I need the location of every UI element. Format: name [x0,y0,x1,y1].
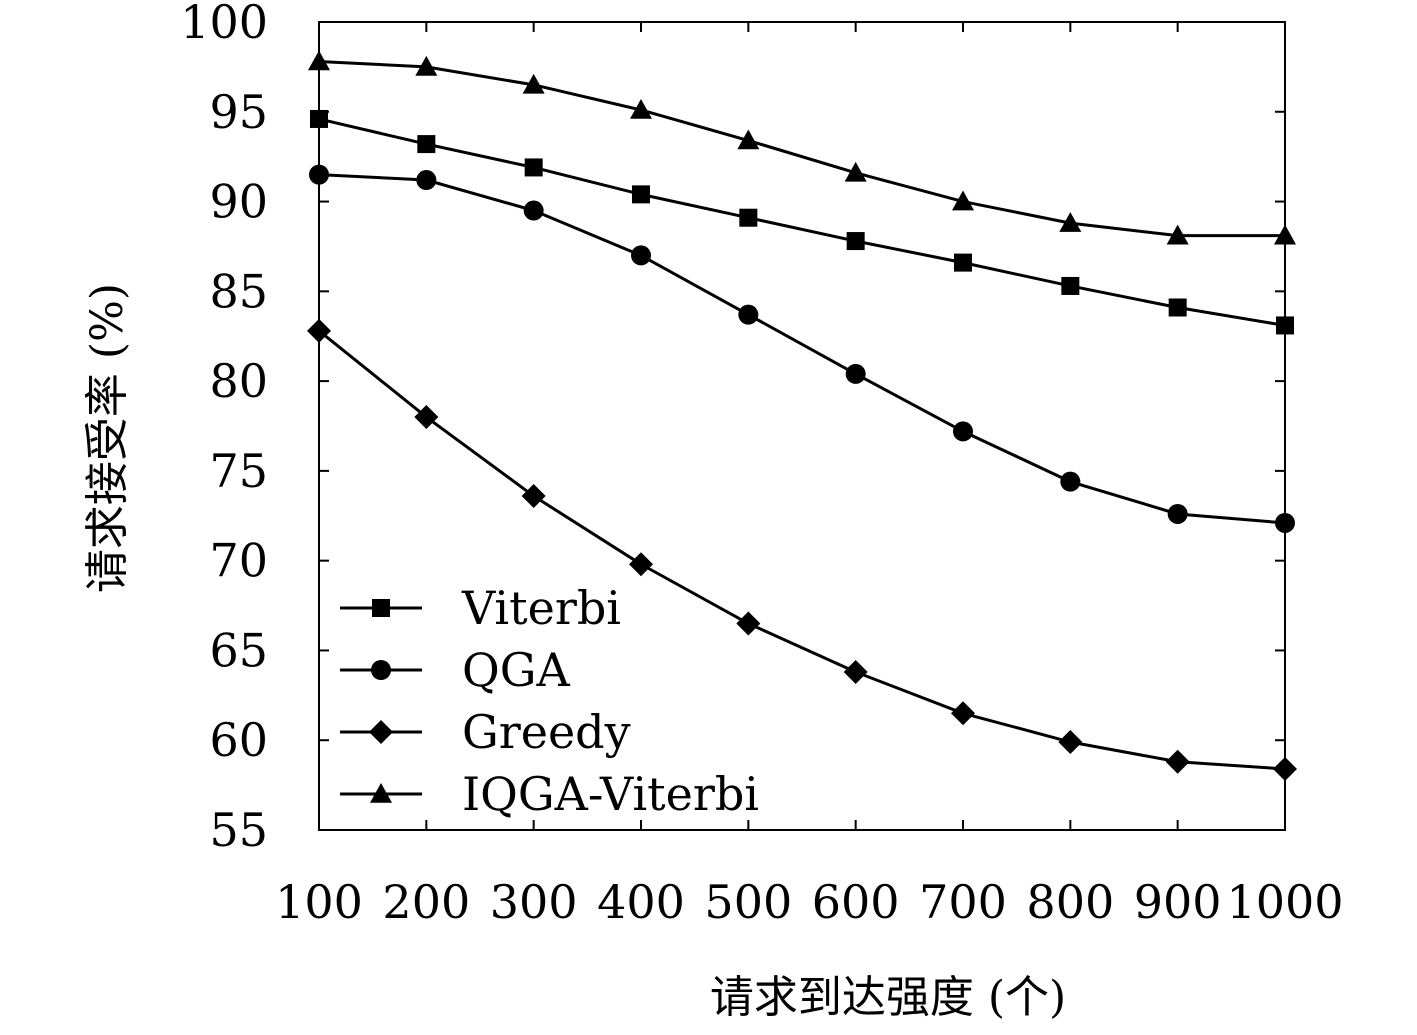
data-point-qga [416,170,437,191]
y-axis-label: 请求接受率 (%) [82,283,133,593]
y-tick-label: 70 [209,534,268,588]
data-point-iqga-viterbi [415,55,438,76]
y-tick-label: 65 [209,623,268,677]
data-point-viterbi [632,185,650,204]
x-tick-label: 500 [704,875,792,929]
x-tick-label: 700 [919,875,1007,929]
data-point-greedy [736,611,761,636]
data-point-viterbi [417,135,436,154]
legend-label: IQGA-Viterbi [462,767,759,821]
legend-marker-diamond [369,720,393,744]
data-point-iqga-viterbi [1059,212,1082,232]
data-point-viterbi [846,232,865,251]
data-point-iqga-viterbi [630,98,652,119]
data-point-iqga-viterbi [522,73,545,94]
legend-item-qga: QGA [340,643,570,697]
data-point-greedy [521,484,546,509]
data-point-qga [1060,471,1081,492]
data-point-iqga-viterbi [737,129,760,150]
legend-label: Viterbi [461,581,621,635]
data-point-greedy [414,405,439,430]
data-point-viterbi [954,253,972,272]
data-point-greedy [1165,749,1190,774]
data-point-qga [631,245,651,266]
data-point-qga [953,421,973,442]
x-tick-label: 400 [597,875,685,929]
legend-label: Greedy [462,705,631,759]
data-point-qga [845,363,866,384]
data-point-iqga-viterbi [844,161,867,182]
y-tick-label: 90 [209,175,268,229]
y-tick-label: 75 [209,444,268,498]
x-tick-label: 300 [490,875,578,929]
legend-label: QGA [462,643,570,697]
legend-marker-square [372,599,390,617]
data-point-greedy [629,552,653,577]
data-point-qga [523,200,544,221]
data-point-iqga-viterbi [1166,224,1189,245]
data-point-viterbi [739,208,758,227]
series-line-greedy [318,329,1286,771]
data-point-qga [738,304,759,325]
x-tick-label: 600 [812,875,900,929]
data-point-iqga-viterbi [952,190,974,211]
legend-item-iqga-viterbi: IQGA-Viterbi [340,767,759,821]
series-greedy [307,318,1297,781]
data-point-viterbi [1168,298,1187,317]
x-tick-label: 100 [275,875,363,929]
series-line-qga [318,173,1286,525]
x-tick-label: 900 [1134,875,1222,929]
x-axis-label: 请求到达强度 (个) [710,972,1066,1023]
y-tick-label: 60 [209,713,268,767]
y-tick-label: 100 [180,0,268,49]
series-line-iqga-viterbi [318,60,1285,238]
data-point-qga [1167,503,1188,524]
y-tick-label: 55 [209,803,268,857]
series-line-viterbi [318,117,1286,327]
legend-item-viterbi: Viterbi [340,581,621,635]
plot-area [307,50,1297,781]
x-tick-label: 1000 [1226,875,1343,929]
data-point-greedy [843,659,868,684]
data-point-viterbi [524,158,543,177]
y-tick-label: 85 [209,264,268,318]
x-tick-label: 800 [1026,875,1114,929]
plot-frame [318,21,1286,831]
series-iqga-viterbi [308,50,1296,245]
series-viterbi [310,109,1294,335]
data-point-viterbi [1061,276,1080,295]
data-point-greedy [951,701,975,726]
axes: 100 200 300 400 500 600 700 800 900 1000 55 60 65 70 7… [180,0,1343,929]
legend: Viterbi QGA Greedy IQGA-Viterbi [340,581,759,821]
y-tick-label: 95 [209,85,268,139]
x-tick-label: 200 [382,875,470,929]
y-tick-label: 80 [209,354,268,408]
legend-marker-triangle [370,783,392,803]
data-point-greedy [1058,730,1083,755]
legend-marker-circle [371,660,391,680]
series-qga [309,164,1295,533]
legend-item-greedy: Greedy [340,705,631,759]
